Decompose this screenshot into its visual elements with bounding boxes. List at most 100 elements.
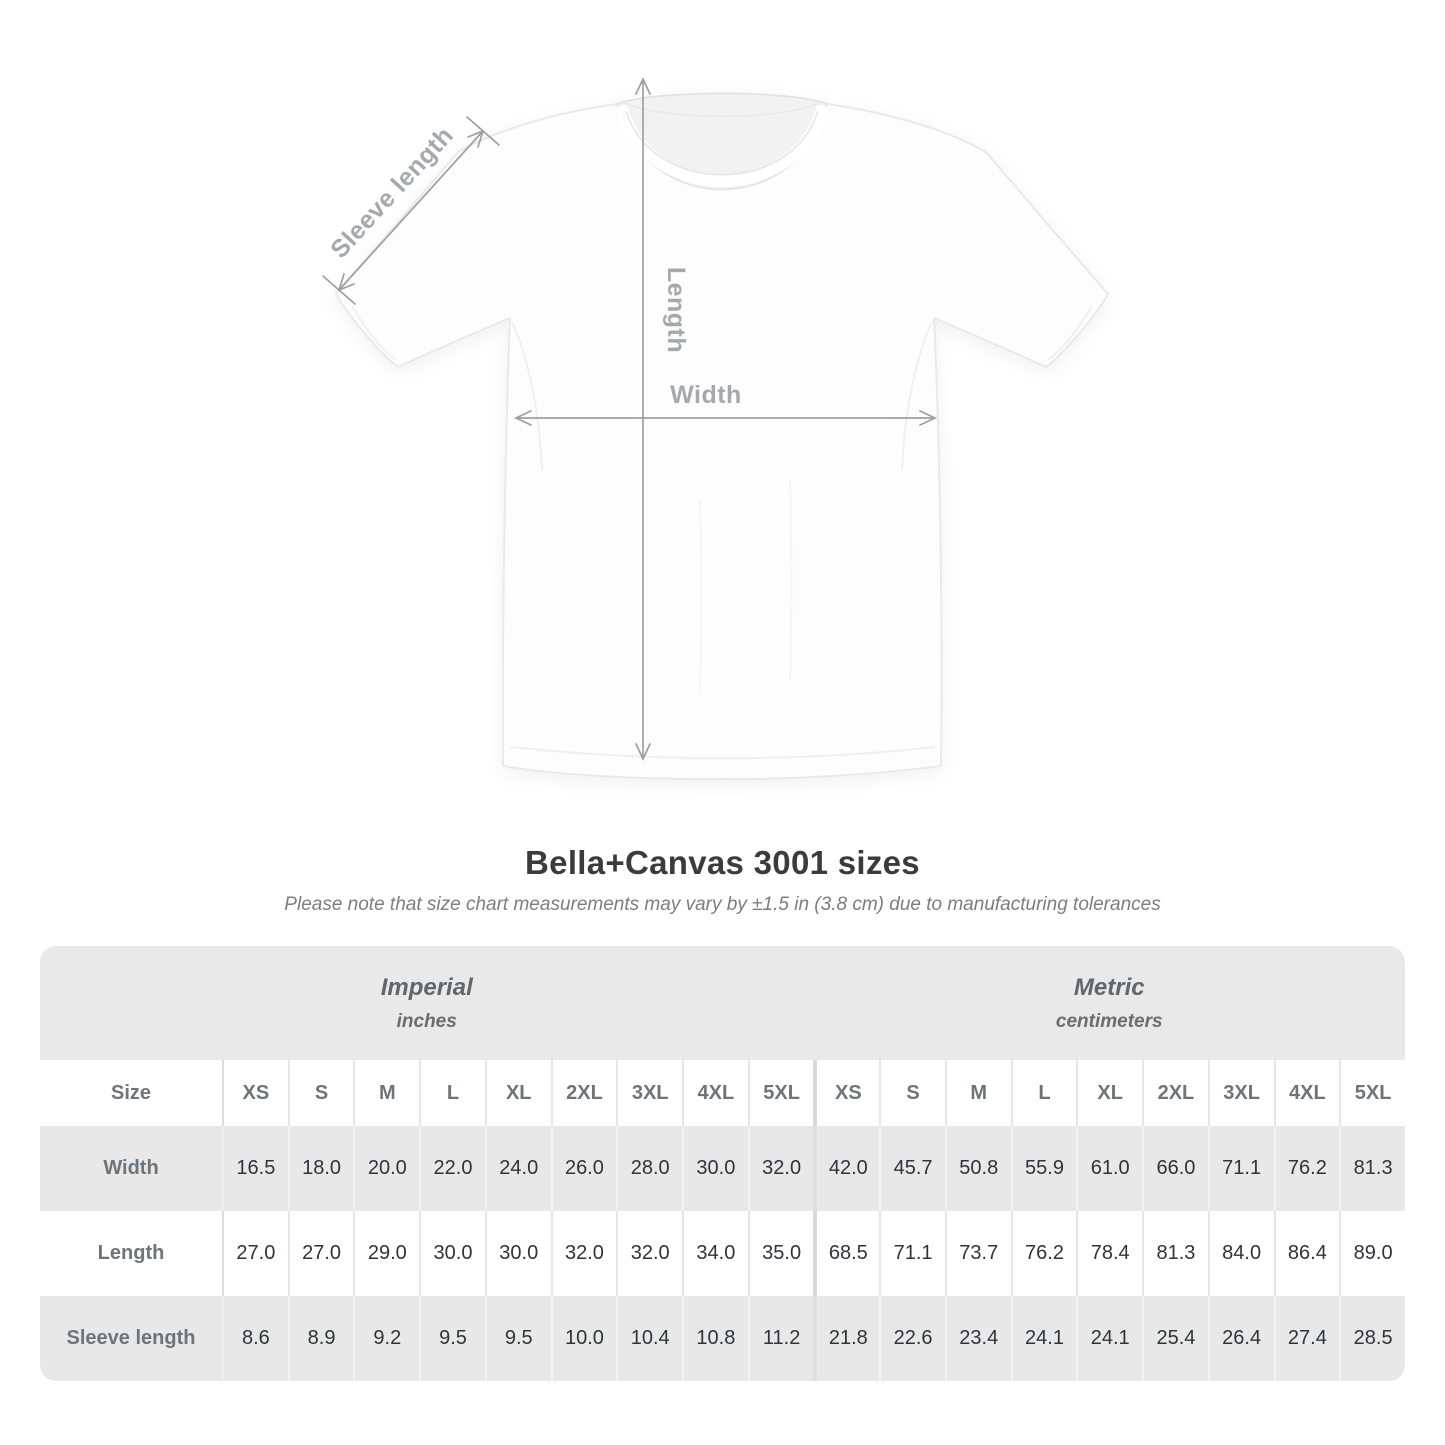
value-cell: 30.0 — [682, 1126, 748, 1211]
size-cell: S — [287, 1060, 354, 1126]
page-title: Bella+Canvas 3001 sizes — [525, 844, 920, 881]
value-cell: 21.8 — [813, 1296, 880, 1381]
size-cell: XS — [813, 1060, 880, 1126]
sleeve-length-row: Sleeve length 8.6 8.9 9.2 9.5 9.5 10.0 1… — [40, 1296, 1405, 1381]
unit-header-row: Imperial inches Metric centimeters — [40, 946, 1405, 1060]
value-cell: 24.0 — [484, 1126, 551, 1211]
value-cell: 25.4 — [1142, 1296, 1208, 1381]
row-label: Sleeve length — [40, 1296, 222, 1381]
value-cell: 24.1 — [1010, 1296, 1077, 1381]
tshirt-graphic — [335, 92, 1109, 781]
size-cell: M — [353, 1060, 420, 1126]
value-cell: 27.0 — [287, 1211, 354, 1296]
size-column-header: Size — [40, 1060, 222, 1126]
width-arrow — [513, 410, 938, 426]
value-cell: 32.0 — [747, 1126, 814, 1211]
size-chart-table: Imperial inches Metric centimeters Size … — [40, 946, 1405, 1381]
size-cell: XL — [1076, 1060, 1143, 1126]
tshirt-diagram-svg: Sleeve length Length Width — [322, 76, 1109, 781]
imperial-sublabel: inches — [396, 1010, 457, 1032]
title-block: Bella+Canvas 3001 sizes Please note that… — [0, 844, 1445, 916]
value-cell: 23.4 — [944, 1296, 1011, 1381]
value-cell: 68.5 — [813, 1211, 880, 1296]
size-header-row: Size XS S M L XL 2XL 3XL 4XL 5XL XS S M … — [40, 1060, 1405, 1126]
value-cell: 8.6 — [222, 1296, 288, 1381]
size-cell: S — [879, 1060, 945, 1126]
value-cell: 18.0 — [287, 1126, 354, 1211]
value-cell: 22.0 — [419, 1126, 485, 1211]
value-cell: 10.0 — [550, 1296, 617, 1381]
length-row: Length 27.0 27.0 29.0 30.0 30.0 32.0 32.… — [40, 1211, 1405, 1296]
size-cell: 4XL — [1273, 1060, 1340, 1126]
value-cell: 28.5 — [1339, 1296, 1405, 1381]
size-cell: 5XL — [747, 1060, 814, 1126]
sleeve-length-arrow — [322, 116, 500, 305]
value-cell: 61.0 — [1076, 1126, 1143, 1211]
size-cell: 5XL — [1339, 1060, 1405, 1126]
metric-sublabel: centimeters — [1055, 1010, 1163, 1032]
row-label: Width — [40, 1126, 222, 1211]
value-cell: 16.5 — [222, 1126, 288, 1211]
size-cell: L — [1010, 1060, 1077, 1126]
value-cell: 76.2 — [1010, 1211, 1077, 1296]
value-cell: 76.2 — [1273, 1126, 1340, 1211]
length-arrow — [635, 76, 651, 762]
value-cell: 81.3 — [1142, 1211, 1208, 1296]
size-cell: 3XL — [616, 1060, 683, 1126]
value-cell: 71.1 — [879, 1211, 945, 1296]
value-cell: 71.1 — [1207, 1126, 1274, 1211]
value-cell: 78.4 — [1076, 1211, 1143, 1296]
measurement-arrows — [322, 76, 938, 762]
value-cell: 30.0 — [484, 1211, 551, 1296]
size-cell: 3XL — [1207, 1060, 1274, 1126]
size-cell: 2XL — [550, 1060, 617, 1126]
value-cell: 73.7 — [944, 1211, 1011, 1296]
imperial-label: Imperial — [380, 973, 473, 1001]
value-cell: 24.1 — [1076, 1296, 1143, 1381]
value-cell: 34.0 — [682, 1211, 748, 1296]
value-cell: 10.4 — [616, 1296, 683, 1381]
value-cell: 86.4 — [1273, 1211, 1340, 1296]
tshirt-measurement-diagram: Sleeve length Length Width — [322, 76, 1109, 781]
value-cell: 28.0 — [616, 1126, 683, 1211]
value-cell: 9.5 — [484, 1296, 551, 1381]
value-cell: 35.0 — [747, 1211, 814, 1296]
size-cell: L — [419, 1060, 485, 1126]
value-cell: 9.5 — [419, 1296, 485, 1381]
value-cell: 27.0 — [222, 1211, 288, 1296]
metric-header: Metric centimeters — [813, 946, 1405, 1060]
value-cell: 84.0 — [1207, 1211, 1274, 1296]
value-cell: 32.0 — [616, 1211, 683, 1296]
size-cell: M — [944, 1060, 1011, 1126]
value-cell: 42.0 — [813, 1126, 880, 1211]
value-cell: 45.7 — [879, 1126, 945, 1211]
value-cell: 66.0 — [1142, 1126, 1208, 1211]
value-cell: 81.3 — [1339, 1126, 1405, 1211]
value-cell: 9.2 — [353, 1296, 420, 1381]
value-cell: 20.0 — [353, 1126, 420, 1211]
value-cell: 29.0 — [353, 1211, 420, 1296]
value-cell: 32.0 — [550, 1211, 617, 1296]
value-cell: 22.6 — [879, 1296, 945, 1381]
value-cell: 26.4 — [1207, 1296, 1274, 1381]
width-row: Width 16.5 18.0 20.0 22.0 24.0 26.0 28.0… — [40, 1126, 1405, 1211]
value-cell: 8.9 — [287, 1296, 354, 1381]
value-cell: 50.8 — [944, 1126, 1011, 1211]
length-label: Length — [662, 267, 690, 353]
size-cell: 2XL — [1142, 1060, 1208, 1126]
value-cell: 30.0 — [419, 1211, 485, 1296]
value-cell: 55.9 — [1010, 1126, 1077, 1211]
value-cell: 11.2 — [747, 1296, 814, 1381]
size-cell: XL — [484, 1060, 551, 1126]
imperial-header: Imperial inches — [40, 946, 814, 1060]
row-label: Length — [40, 1211, 222, 1296]
value-cell: 26.0 — [550, 1126, 617, 1211]
metric-label: Metric — [1073, 973, 1145, 1001]
size-cell: 4XL — [682, 1060, 748, 1126]
width-label: Width — [670, 381, 742, 409]
page-subtitle: Please note that size chart measurements… — [284, 894, 1161, 915]
value-cell: 27.4 — [1273, 1296, 1340, 1381]
size-cell: XS — [222, 1060, 288, 1126]
value-cell: 89.0 — [1339, 1211, 1405, 1296]
value-cell: 10.8 — [682, 1296, 748, 1381]
